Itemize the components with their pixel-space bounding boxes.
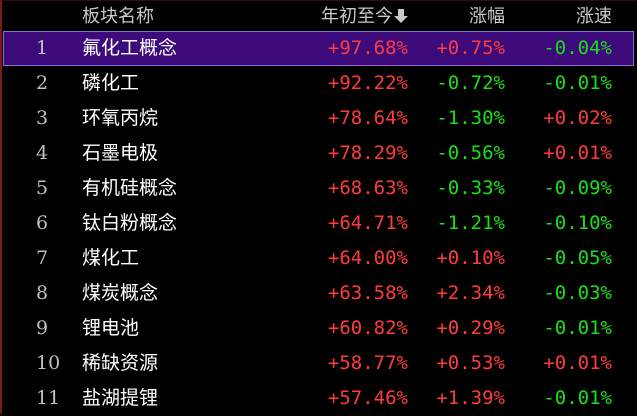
table-row[interactable]: 9 锂电池 +60.82% +0.29% -0.01% [0, 311, 637, 346]
sector-name: 稀缺资源 [82, 352, 159, 374]
sector-name: 石墨电极 [82, 142, 159, 164]
sector-name: 钛白粉概念 [82, 212, 178, 234]
change-value: +1.39% [436, 387, 505, 409]
table-row[interactable]: 1 氟化工概念 +97.68% +0.75% -0.04% [3, 31, 634, 66]
table-row[interactable]: 10 稀缺资源 +58.77% +0.53% +0.01% [0, 346, 637, 381]
speed-value: +0.01% [543, 352, 612, 374]
sector-name: 煤炭概念 [82, 282, 159, 304]
speed-value: -0.03% [543, 282, 612, 304]
table-row[interactable]: 3 环氧丙烷 +78.64% -1.30% +0.02% [0, 101, 637, 136]
table-row[interactable]: 6 钛白粉概念 +64.71% -1.21% -0.10% [0, 206, 637, 241]
table-header: 板块名称 年初至今 涨幅 涨速 [0, 3, 637, 30]
column-header-name[interactable]: 板块名称 [82, 6, 154, 27]
row-index: 11 [36, 387, 61, 409]
change-value: -0.56% [436, 142, 505, 164]
row-index: 9 [36, 317, 49, 339]
table-row[interactable]: 5 有机硅概念 +68.63% -0.33% -0.09% [0, 171, 637, 206]
arrow-down-icon [394, 9, 408, 23]
speed-value: -0.05% [543, 247, 612, 269]
sector-name: 磷化工 [82, 72, 140, 94]
change-value: -1.30% [436, 107, 505, 129]
change-value: -0.33% [436, 177, 505, 199]
speed-value: -0.01% [543, 317, 612, 339]
change-value: +0.75% [436, 37, 505, 59]
column-header-ytd-label: 年初至今 [321, 6, 393, 27]
ytd-value: +57.46% [327, 387, 408, 409]
ytd-value: +60.82% [327, 317, 408, 339]
speed-value: -0.09% [543, 177, 612, 199]
table-row[interactable]: 11 盐湖提锂 +57.46% +1.39% -0.01% [0, 381, 637, 416]
row-index: 10 [36, 352, 61, 374]
sector-name: 氟化工概念 [82, 37, 178, 59]
table-row[interactable]: 4 石墨电极 +78.29% -0.56% +0.01% [0, 136, 637, 171]
speed-value: -0.04% [543, 37, 612, 59]
ytd-value: +64.71% [327, 212, 408, 234]
change-value: +2.34% [436, 282, 505, 304]
speed-value: +0.02% [543, 107, 612, 129]
row-index: 4 [36, 142, 49, 164]
ytd-value: +64.00% [327, 247, 408, 269]
ytd-value: +58.77% [327, 352, 408, 374]
change-value: +0.29% [436, 317, 505, 339]
ytd-value: +78.29% [327, 142, 408, 164]
change-value: -1.21% [436, 212, 505, 234]
row-index: 1 [36, 37, 49, 59]
column-header-speed[interactable]: 涨速 [576, 6, 612, 27]
ytd-value: +63.58% [327, 282, 408, 304]
column-header-change[interactable]: 涨幅 [469, 6, 505, 27]
row-index: 2 [36, 72, 49, 94]
sector-name: 煤化工 [82, 247, 140, 269]
row-index: 5 [36, 177, 49, 199]
sector-table-body: 1 氟化工概念 +97.68% +0.75% -0.04% 2 磷化工 +92.… [0, 31, 637, 416]
ytd-value: +68.63% [327, 177, 408, 199]
change-value: -0.72% [436, 72, 505, 94]
row-index: 8 [36, 282, 49, 304]
speed-value: -0.01% [543, 387, 612, 409]
table-row[interactable]: 8 煤炭概念 +63.58% +2.34% -0.03% [0, 276, 637, 311]
speed-value: -0.01% [543, 72, 612, 94]
row-index: 6 [36, 212, 49, 234]
ytd-value: +97.68% [327, 37, 408, 59]
ytd-value: +78.64% [327, 107, 408, 129]
row-index: 3 [36, 107, 49, 129]
speed-value: -0.10% [543, 212, 612, 234]
sector-name: 锂电池 [82, 317, 140, 339]
ytd-value: +92.22% [327, 72, 408, 94]
sector-name: 有机硅概念 [82, 177, 178, 199]
change-value: +0.53% [436, 352, 505, 374]
speed-value: +0.01% [543, 142, 612, 164]
table-row[interactable]: 2 磷化工 +92.22% -0.72% -0.01% [0, 66, 637, 101]
row-index: 7 [36, 247, 49, 269]
table-row[interactable]: 7 煤化工 +64.00% +0.10% -0.05% [0, 241, 637, 276]
column-header-ytd[interactable]: 年初至今 [321, 3, 408, 30]
sector-name: 环氧丙烷 [82, 107, 159, 129]
change-value: +0.10% [436, 247, 505, 269]
sector-name: 盐湖提锂 [82, 387, 159, 409]
